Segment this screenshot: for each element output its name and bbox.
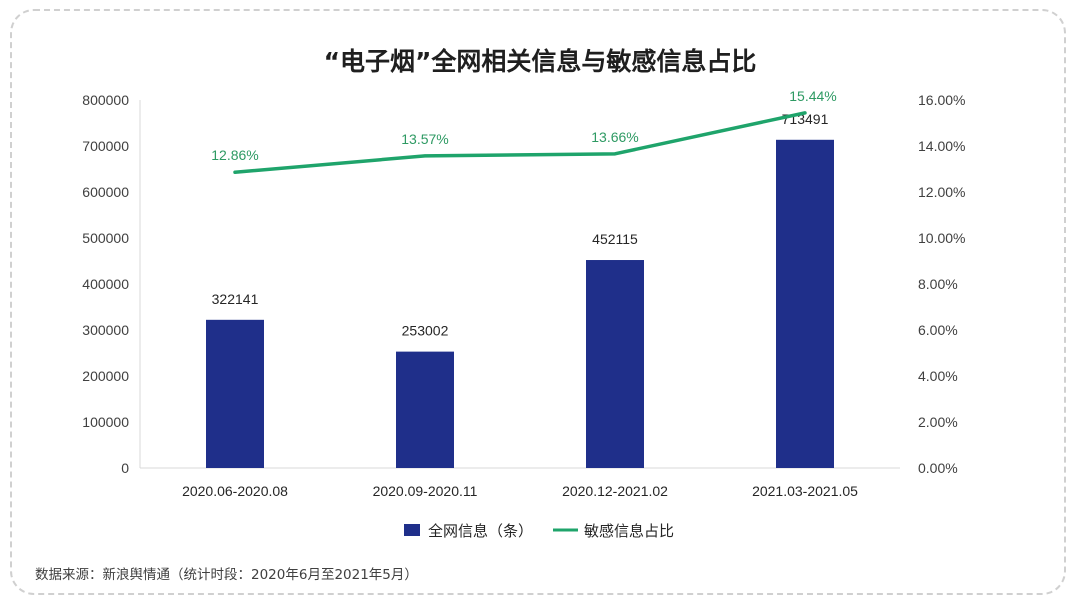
chart-title: “电子烟”全网相关信息与敏感信息占比 <box>324 47 757 76</box>
line-series <box>233 111 807 174</box>
y-right-tick-label: 14.00% <box>918 138 965 154</box>
y-left-tick-label: 200000 <box>82 368 129 384</box>
line-data-label: 15.44% <box>789 88 836 104</box>
line-point <box>803 111 807 115</box>
y-left-tick-label: 600000 <box>82 184 129 200</box>
y-left-tick-label: 100000 <box>82 414 129 430</box>
source-note: 数据来源：新浪舆情通（统计时段：2020年6月至2021年5月） <box>35 567 418 583</box>
y-right-tick-label: 16.00% <box>918 92 965 108</box>
line-point <box>613 152 617 156</box>
line-point <box>423 154 427 158</box>
bar-data-label: 253002 <box>402 323 449 339</box>
y-right-tick-label: 12.00% <box>918 184 965 200</box>
y-left-tick-label: 700000 <box>82 138 129 154</box>
y-right-tick-label: 4.00% <box>918 368 958 384</box>
y-left-tick-label: 300000 <box>82 322 129 338</box>
x-tick-label: 2021.03-2021.05 <box>752 483 858 499</box>
legend-bar-label: 全网信息（条） <box>428 522 533 540</box>
y-right-tick-label: 8.00% <box>918 276 958 292</box>
x-tick-label: 2020.12-2021.02 <box>562 483 668 499</box>
chart-card <box>10 9 1066 595</box>
y-right-tick-label: 10.00% <box>918 230 965 246</box>
line-data-label: 13.66% <box>591 129 638 145</box>
legend: 全网信息（条） 敏感信息占比 <box>404 522 674 540</box>
line-data-label: 13.57% <box>401 131 448 147</box>
bar-data-label: 452115 <box>592 231 638 247</box>
y-left-tick-label: 500000 <box>82 230 129 246</box>
y-right-tick-label: 0.00% <box>918 460 958 476</box>
y-left-tick-label: 800000 <box>82 92 129 108</box>
bar <box>206 319 264 468</box>
line-point <box>233 170 237 174</box>
x-tick-label: 2020.06-2020.08 <box>182 483 288 499</box>
legend-line-label: 敏感信息占比 <box>584 522 674 540</box>
bar <box>586 260 644 468</box>
y-left-tick-label: 400000 <box>82 276 129 292</box>
bar <box>396 351 454 468</box>
y-right-tick-label: 2.00% <box>918 414 958 430</box>
bar-data-label: 322141 <box>212 291 259 307</box>
bar <box>776 139 834 469</box>
line-data-label: 12.86% <box>211 147 258 163</box>
y-right-tick-label: 6.00% <box>918 322 958 338</box>
x-tick-label: 2020.09-2020.11 <box>373 483 478 499</box>
y-left-tick-label: 0 <box>121 460 129 476</box>
legend-bar-swatch <box>404 524 420 536</box>
